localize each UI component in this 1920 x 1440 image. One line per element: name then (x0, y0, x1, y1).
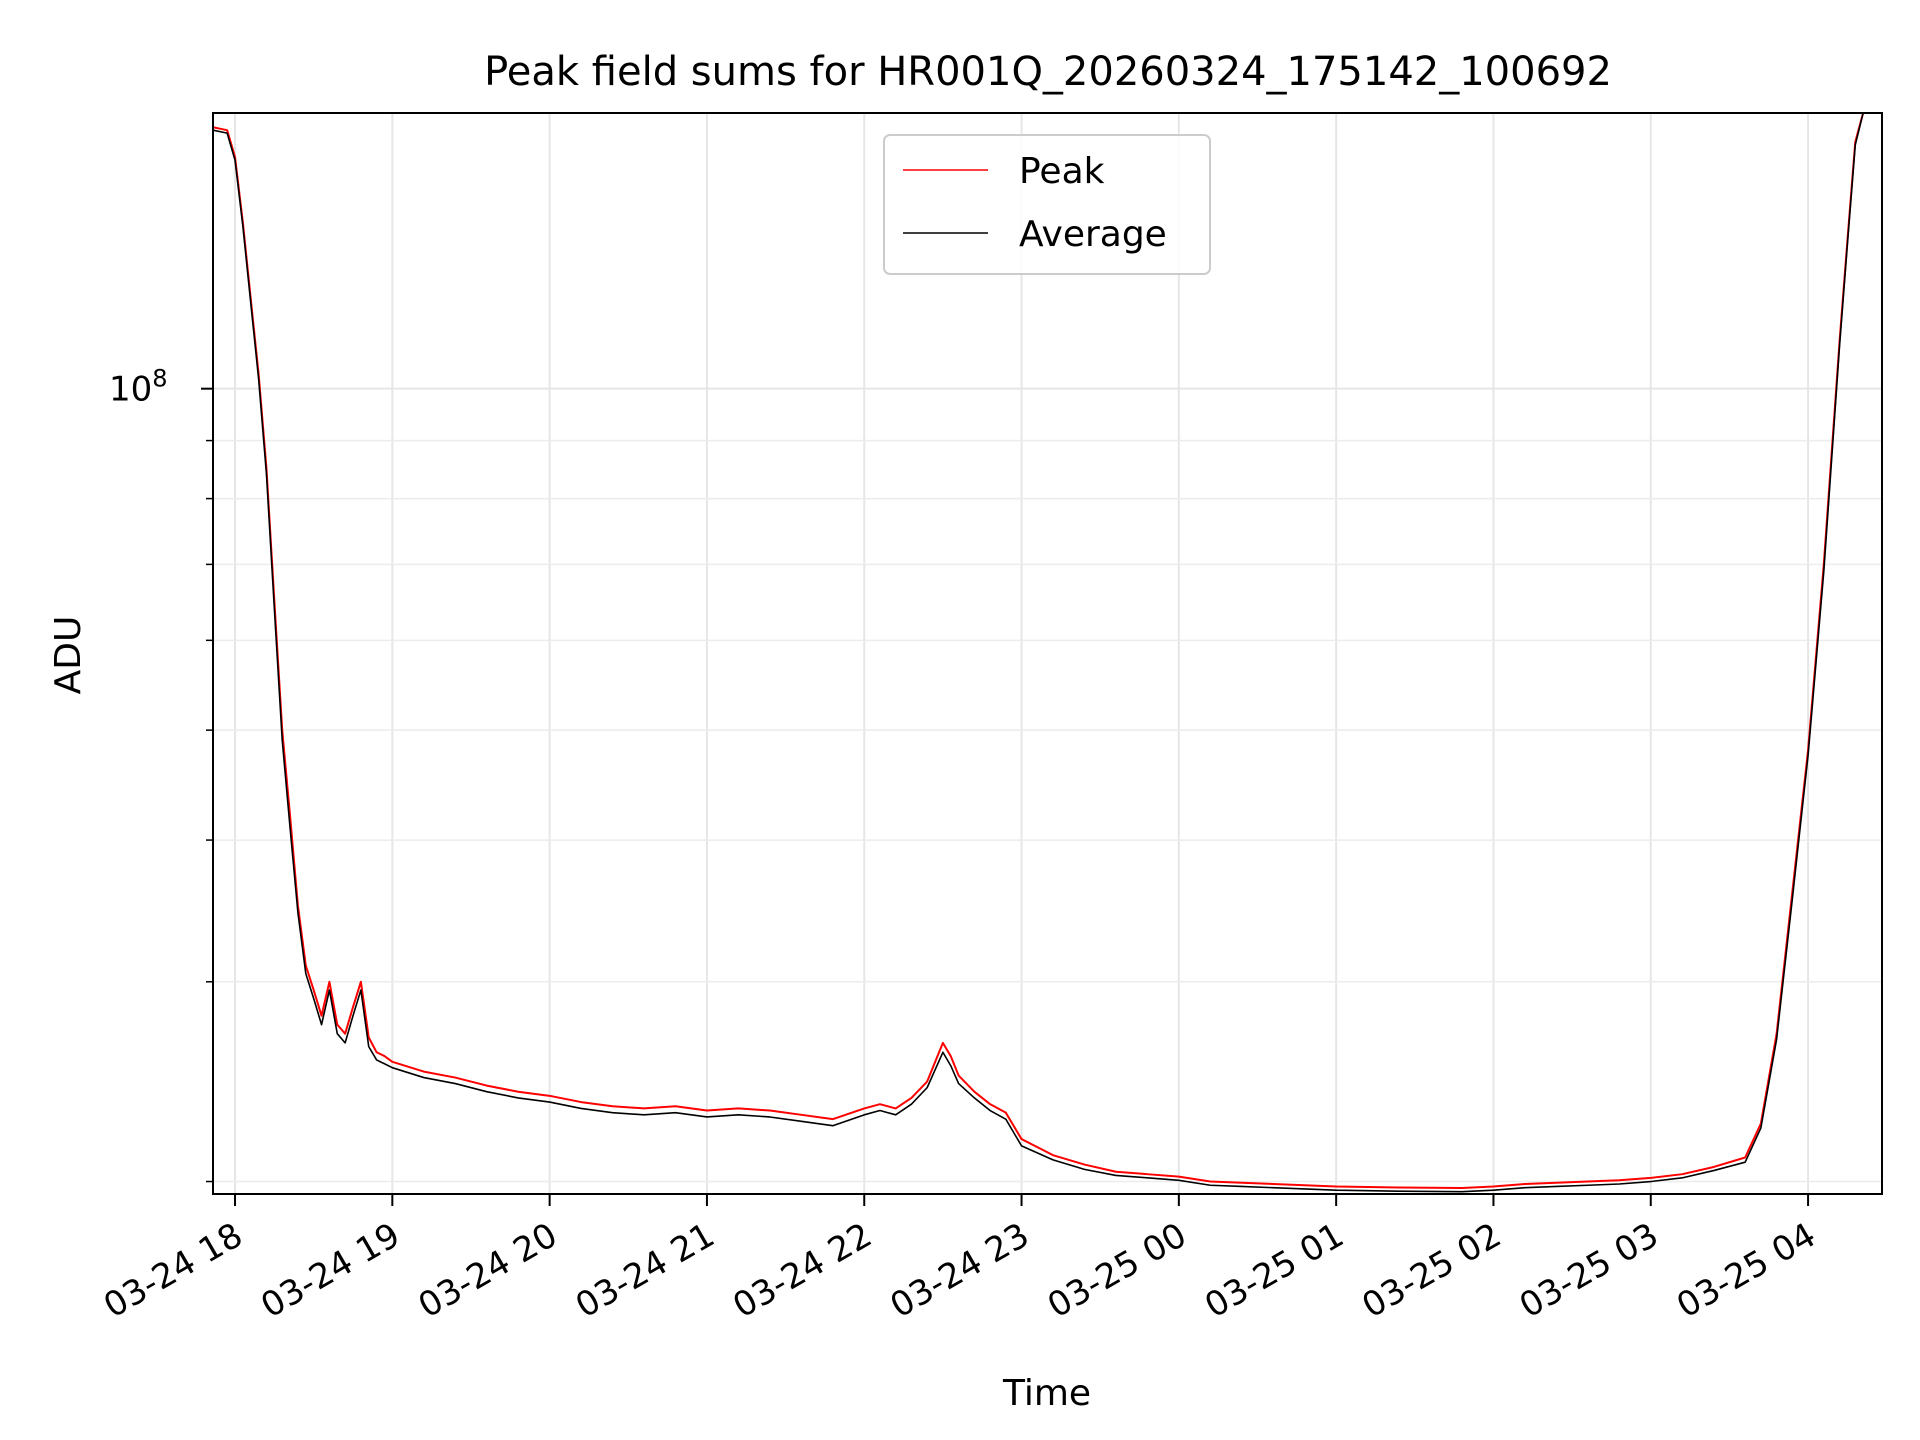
series-line-average (213, 113, 1864, 1193)
y-tick-label: 108 (109, 365, 168, 410)
grid (213, 113, 1882, 1194)
y-tick-label-base: 10 (109, 370, 152, 410)
plot-series (213, 113, 1865, 1193)
x-axis-label: Time (1002, 1373, 1091, 1414)
legend-label-peak: Peak (1019, 151, 1105, 192)
y-tick-label-exponent: 8 (152, 365, 167, 393)
y-axis-label: ADU (48, 616, 89, 695)
series-line-peak (213, 113, 1865, 1189)
legend-label-average: Average (1019, 214, 1167, 255)
chart-title: Peak field sums for HR001Q_20260324_1751… (484, 49, 1612, 95)
legend: Peak Average (883, 134, 1211, 275)
plot-frame (212, 112, 1883, 1195)
